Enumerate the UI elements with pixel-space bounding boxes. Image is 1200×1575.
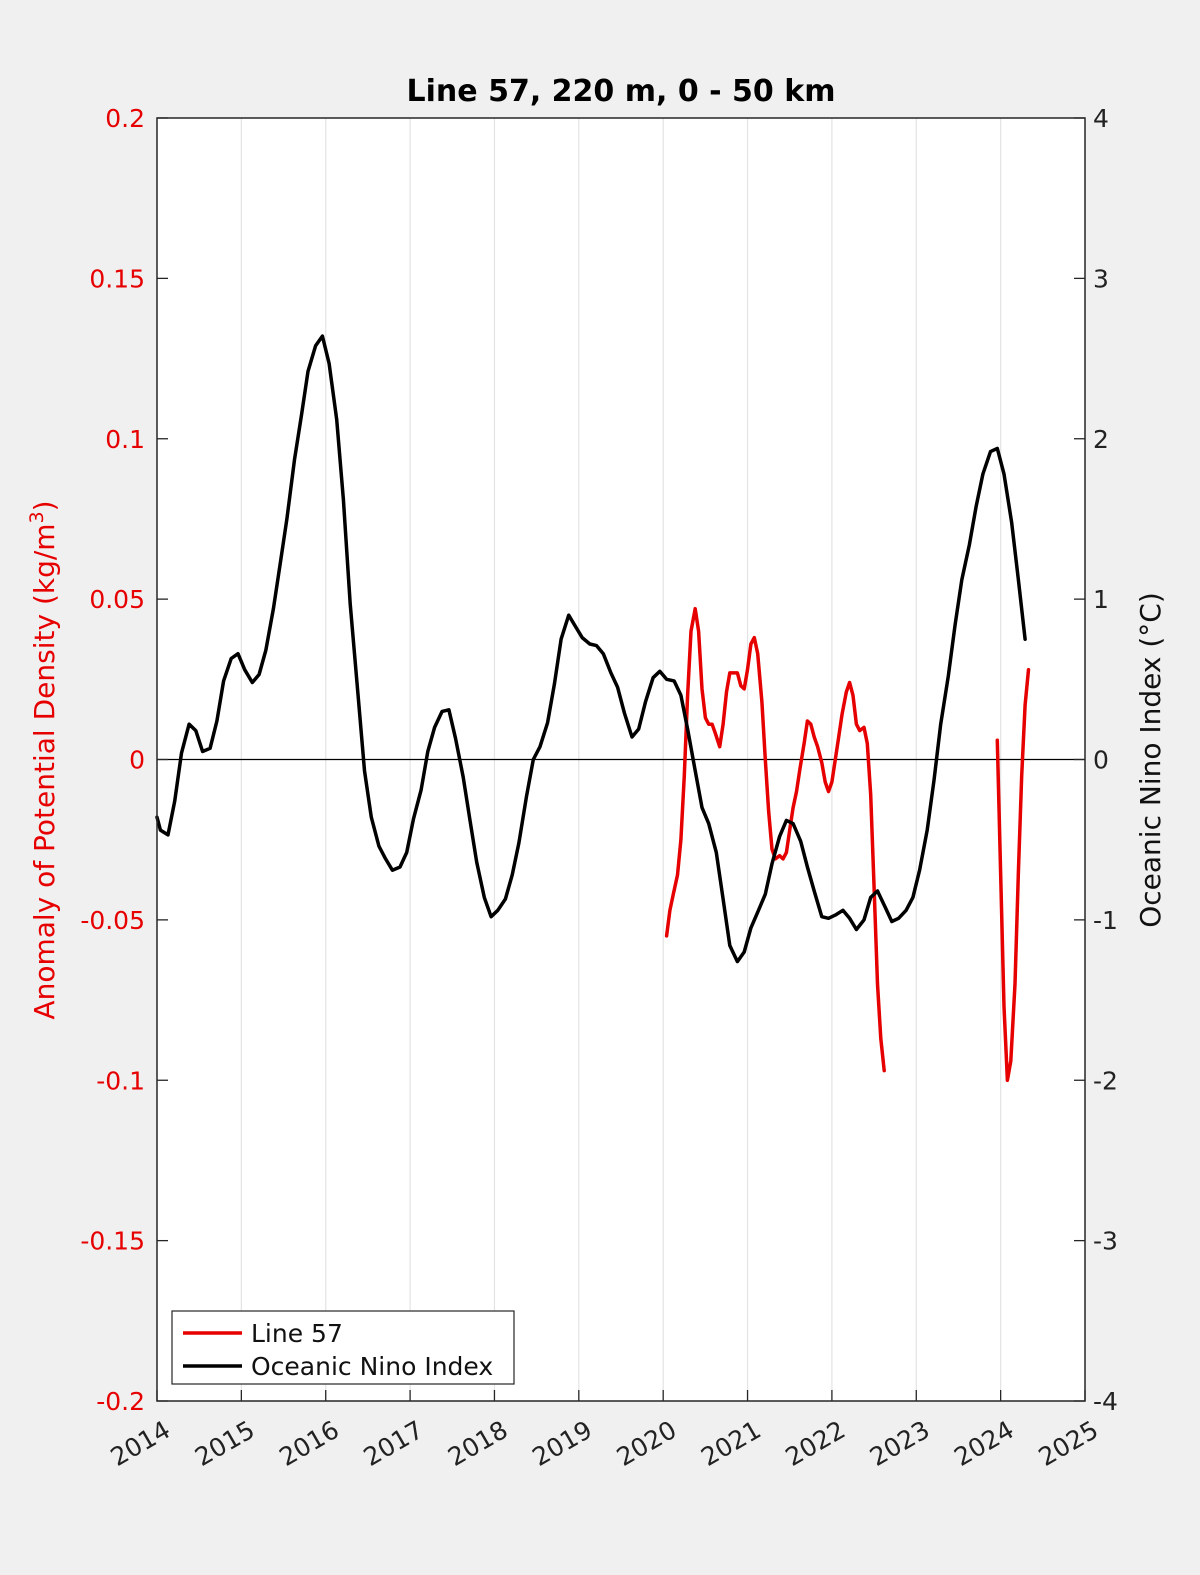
right-axis-ticks: 4 3 2 1 0 -1 -2 -3 -4 — [1074, 104, 1118, 1416]
series-oni-line-1 — [155, 334, 1027, 964]
legend-label-line57: Line 57 — [251, 1319, 343, 1348]
left-tick-label: 0 — [129, 746, 145, 775]
right-tick-label: -1 — [1093, 906, 1118, 935]
left-axis-label-end: ) — [28, 500, 61, 511]
left-axis-label-superscript: 3 — [26, 511, 48, 523]
chart-title: Line 57, 220 m, 0 - 50 km — [407, 74, 836, 109]
right-tick-label: 4 — [1093, 104, 1109, 133]
right-tick-label: -2 — [1093, 1066, 1118, 1095]
left-tick-label: 0.15 — [89, 264, 145, 293]
left-tick-label: -0.1 — [96, 1066, 145, 1095]
right-tick-label: 0 — [1093, 746, 1109, 775]
left-tick-label: -0.05 — [80, 906, 145, 935]
right-tick-label: -3 — [1093, 1227, 1118, 1256]
left-tick-label: 0.1 — [105, 425, 145, 454]
left-tick-label: 0.2 — [105, 104, 145, 133]
right-tick-label: 2 — [1093, 425, 1109, 454]
left-tick-label: -0.2 — [96, 1387, 145, 1416]
series-line57-line-2 — [995, 667, 1031, 1083]
right-tick-label: 3 — [1093, 264, 1109, 293]
legend-box — [171, 1310, 515, 1385]
left-axis-label-main: Anomaly of Potential Density (kg/m — [28, 523, 61, 1019]
series-layer — [155, 334, 1031, 1083]
left-axis-label: Anomaly of Potential Density (kg/m3) — [26, 500, 61, 1019]
left-tick-label: -0.15 — [80, 1227, 145, 1256]
left-axis-ticks: 0.2 0.15 0.1 0.05 0 -0.05 -0.1 -0.15 -0.2 — [80, 104, 168, 1416]
legend: Line 57 Oceanic Nino Index — [171, 1310, 515, 1385]
right-tick-label: 1 — [1093, 585, 1109, 614]
legend-label-oni: Oceanic Nino Index — [251, 1352, 493, 1381]
right-tick-label: -4 — [1093, 1387, 1118, 1416]
right-axis-label: Oceanic Nino Index (°C) — [1134, 592, 1167, 928]
series-line57-line-1 — [664, 606, 886, 1073]
left-tick-label: 0.05 — [89, 585, 145, 614]
